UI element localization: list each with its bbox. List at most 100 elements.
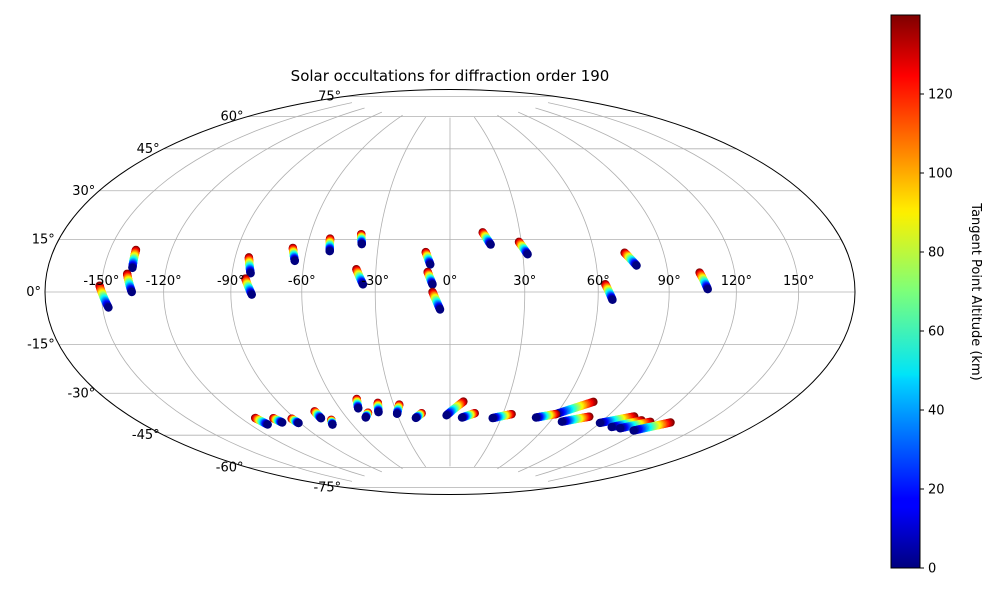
occultation-track <box>531 409 561 422</box>
occultation-track <box>601 280 617 305</box>
track-point <box>428 280 437 289</box>
occultation-track <box>557 412 594 426</box>
occultation-track <box>128 245 141 273</box>
lat-tick-label: 0° <box>26 285 41 300</box>
track-point <box>615 424 625 433</box>
colorbar-ticks: 0 20 40 60 80 100 120 <box>920 88 953 577</box>
track-point <box>632 261 641 270</box>
lon-tick-label: 0° <box>443 274 458 289</box>
track-point <box>328 420 337 429</box>
colorbar-tick-label: 80 <box>928 246 945 261</box>
track-point <box>457 413 467 422</box>
lat-tick-label: -60° <box>216 460 244 475</box>
track-point <box>411 413 421 423</box>
track-point <box>607 422 616 432</box>
track-point <box>357 239 366 249</box>
track-point <box>246 269 255 278</box>
lat-tick-label: 60° <box>220 110 243 125</box>
lon-tick-label: -120° <box>146 274 182 289</box>
colorbar-tick-label: 60 <box>928 325 945 340</box>
track-point <box>127 287 136 297</box>
occultation-track <box>428 287 445 314</box>
occultation-track <box>325 234 335 256</box>
colorbar-tick-label: 120 <box>928 88 953 103</box>
occultation-track <box>478 228 495 249</box>
lon-tick-label: 60° <box>587 274 610 289</box>
track-point <box>629 426 638 435</box>
occultation-track <box>695 268 712 294</box>
lon-tick-label: 90° <box>658 274 681 289</box>
lat-tick-label: -45° <box>132 428 160 443</box>
colorbar-label: Tangent Point Altitude (km) <box>968 202 983 380</box>
track-point <box>278 418 287 427</box>
track-point <box>486 240 495 249</box>
occultation-track <box>352 265 368 289</box>
lat-tick-label: 30° <box>72 184 95 199</box>
occultation-track <box>488 409 516 423</box>
lon-tick-label: -90° <box>217 274 245 289</box>
colorbar-tick-label: 100 <box>928 167 953 182</box>
track-point <box>374 408 383 417</box>
track-point <box>263 420 272 429</box>
occultation-track <box>457 409 479 422</box>
lon-tick-label: -60° <box>288 274 316 289</box>
chart-title: Solar occultations for diffraction order… <box>291 67 610 85</box>
colorbar-tick-label: 0 <box>928 562 936 577</box>
meridian-line <box>547 102 800 482</box>
occultation-track <box>122 269 136 297</box>
track-point <box>358 280 368 289</box>
lat-tick-label: 75° <box>318 89 341 104</box>
track-point <box>128 263 137 273</box>
occultation-track <box>327 415 337 429</box>
track-point <box>104 303 113 312</box>
occultation-track <box>629 418 675 435</box>
track-point <box>488 413 497 423</box>
track-point <box>608 295 617 305</box>
track-point <box>325 247 334 256</box>
occultation-track <box>442 397 468 420</box>
occultation-track <box>357 229 366 249</box>
occultation-track <box>244 253 255 278</box>
occultation-track <box>361 408 373 422</box>
occultation-track <box>373 398 383 417</box>
grid-lines <box>45 96 855 488</box>
track-point <box>523 250 532 259</box>
lon-tick-label: -30° <box>361 274 389 289</box>
occultation-track <box>269 414 287 427</box>
occultation-track <box>250 413 272 429</box>
lat-tick-label: -30° <box>68 386 96 401</box>
occultation-track <box>287 414 303 428</box>
track-point <box>247 290 256 299</box>
occultation-track <box>620 248 641 270</box>
track-point <box>392 409 402 419</box>
occultation-track <box>421 247 435 269</box>
track-point <box>354 404 363 413</box>
occultation-track <box>514 237 532 259</box>
colorbar-tick-label: 40 <box>928 404 945 419</box>
track-point <box>595 418 605 428</box>
longitude-tick-labels: -150° -120° -90° -60° -30° 0° 30° 60° 90° 120° 150… <box>83 274 814 289</box>
colorbar <box>890 14 921 569</box>
lat-tick-label: -75° <box>313 481 341 496</box>
track-point <box>557 417 567 426</box>
occultation-track <box>241 274 256 299</box>
track-point <box>426 260 435 269</box>
track-point <box>361 413 370 422</box>
occultation-track <box>423 267 437 289</box>
track-point <box>294 418 303 428</box>
lon-tick-label: -150° <box>83 274 119 289</box>
track-point <box>435 305 445 314</box>
track-point <box>442 411 451 420</box>
lon-tick-label: 30° <box>513 274 536 289</box>
track-point <box>531 413 541 422</box>
occultation-track <box>95 281 113 312</box>
colorbar-tick-label: 20 <box>928 483 945 498</box>
meridian-line <box>163 107 365 477</box>
map-boundary <box>44 89 856 495</box>
lat-tick-label: 45° <box>137 142 160 157</box>
lat-tick-label: 15° <box>32 233 55 248</box>
occultation-track <box>352 394 363 413</box>
track-point <box>703 285 712 294</box>
lat-tick-label: -15° <box>27 337 55 352</box>
